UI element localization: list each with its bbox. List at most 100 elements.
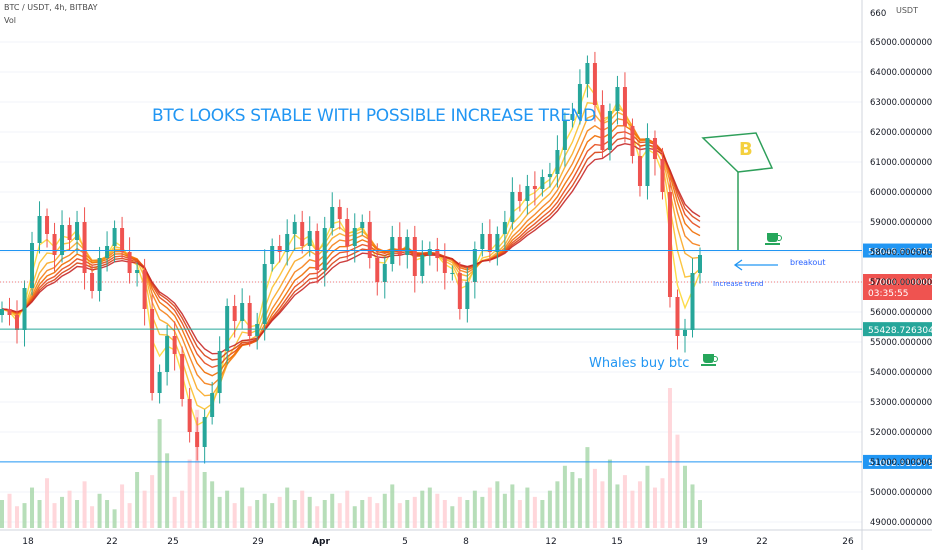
candle[interactable] [375,258,380,282]
candle[interactable] [420,255,425,276]
candle[interactable] [187,399,192,432]
candle[interactable] [157,372,162,393]
candle[interactable] [495,234,500,252]
candle[interactable] [262,264,267,324]
candle[interactable] [112,228,117,246]
candle[interactable] [435,249,440,258]
candle[interactable] [15,315,20,330]
candle[interactable] [502,222,507,234]
candle[interactable] [345,219,350,246]
candle[interactable] [600,105,605,150]
candle[interactable] [127,252,132,273]
candle[interactable] [525,186,530,201]
candle[interactable] [270,246,275,264]
candle[interactable] [547,174,552,177]
time-axis[interactable]: 18 22 25 29 Apr 5 8 12 15 19 22 26 [22,537,854,547]
whales-annotation[interactable]: Whales buy btc [589,356,690,371]
price-axis[interactable]: 49000.000000 50000.000000 51000.000000 5200… [870,9,932,528]
candle[interactable] [352,228,357,246]
candle[interactable] [210,393,215,417]
candle[interactable] [562,120,567,150]
candle[interactable] [382,264,387,282]
candle[interactable] [67,225,72,240]
candle[interactable] [630,126,635,156]
candle[interactable] [555,150,560,174]
candle[interactable] [37,216,42,243]
candle[interactable] [60,225,65,255]
breakout-annotation[interactable]: breakout [790,258,826,267]
candle[interactable] [427,249,432,255]
candle[interactable] [202,417,207,447]
horizontal-lines[interactable]: 58048.604545 55428.726304 51002.912578 5700… [0,243,932,469]
currency-label[interactable]: USDT [896,6,918,15]
candle[interactable] [607,111,612,150]
candle[interactable] [457,273,462,309]
candle[interactable] [0,309,4,315]
candles[interactable] [0,51,702,464]
candle[interactable] [240,303,245,321]
drawings[interactable] [701,132,778,271]
candle[interactable] [472,249,477,282]
candle[interactable] [360,222,365,228]
candle[interactable] [367,222,372,258]
candle[interactable] [510,192,515,222]
candle[interactable] [30,243,35,288]
increase-trend-annotation[interactable]: Increase trend [713,280,764,288]
candle[interactable] [22,288,27,330]
candle[interactable] [330,207,335,228]
candle[interactable] [698,255,702,273]
candle[interactable] [172,336,177,354]
candle[interactable] [232,306,237,321]
candle[interactable] [450,273,455,274]
candle[interactable] [577,84,582,114]
candle[interactable] [52,234,57,255]
candle[interactable] [322,228,327,270]
candle[interactable] [660,159,665,192]
candle[interactable] [120,228,125,252]
candle[interactable] [675,297,680,336]
candle[interactable] [645,138,650,186]
candle[interactable] [337,207,342,219]
candle[interactable] [300,222,305,246]
candle[interactable] [412,237,417,276]
candle[interactable] [150,309,155,393]
candle[interactable] [75,222,80,240]
pattern-b-label[interactable]: B [739,139,753,160]
candle[interactable] [255,324,260,336]
candle[interactable] [285,234,290,252]
candle[interactable] [622,87,627,126]
candle[interactable] [165,336,170,372]
pattern-shape[interactable] [701,132,774,173]
candle[interactable] [592,63,597,105]
candle[interactable] [480,234,485,249]
candle[interactable] [97,258,102,291]
candle[interactable] [570,114,575,120]
candle[interactable] [690,273,695,330]
candle[interactable] [7,309,12,315]
headline-annotation[interactable]: BTC LOOKS STABLE WITH POSSIBLE INCREASE … [152,106,596,126]
candle[interactable] [45,216,50,234]
candle[interactable] [465,282,470,309]
candle[interactable] [540,177,545,189]
candle[interactable] [82,222,87,273]
candle[interactable] [180,354,185,399]
candle[interactable] [195,432,200,447]
candle[interactable] [585,63,590,84]
candle[interactable] [667,192,672,297]
candle[interactable] [637,156,642,186]
candle[interactable] [405,237,410,255]
candle[interactable] [487,234,492,252]
candle[interactable] [442,258,447,273]
candle[interactable] [247,303,252,336]
candle[interactable] [682,330,687,336]
candle[interactable] [105,246,110,258]
candle[interactable] [652,138,657,159]
candle[interactable] [292,222,297,234]
candle[interactable] [135,270,140,273]
candle[interactable] [217,351,222,393]
candle[interactable] [307,231,312,246]
candle[interactable] [532,186,537,189]
candle[interactable] [397,237,402,255]
candle[interactable] [615,87,620,111]
